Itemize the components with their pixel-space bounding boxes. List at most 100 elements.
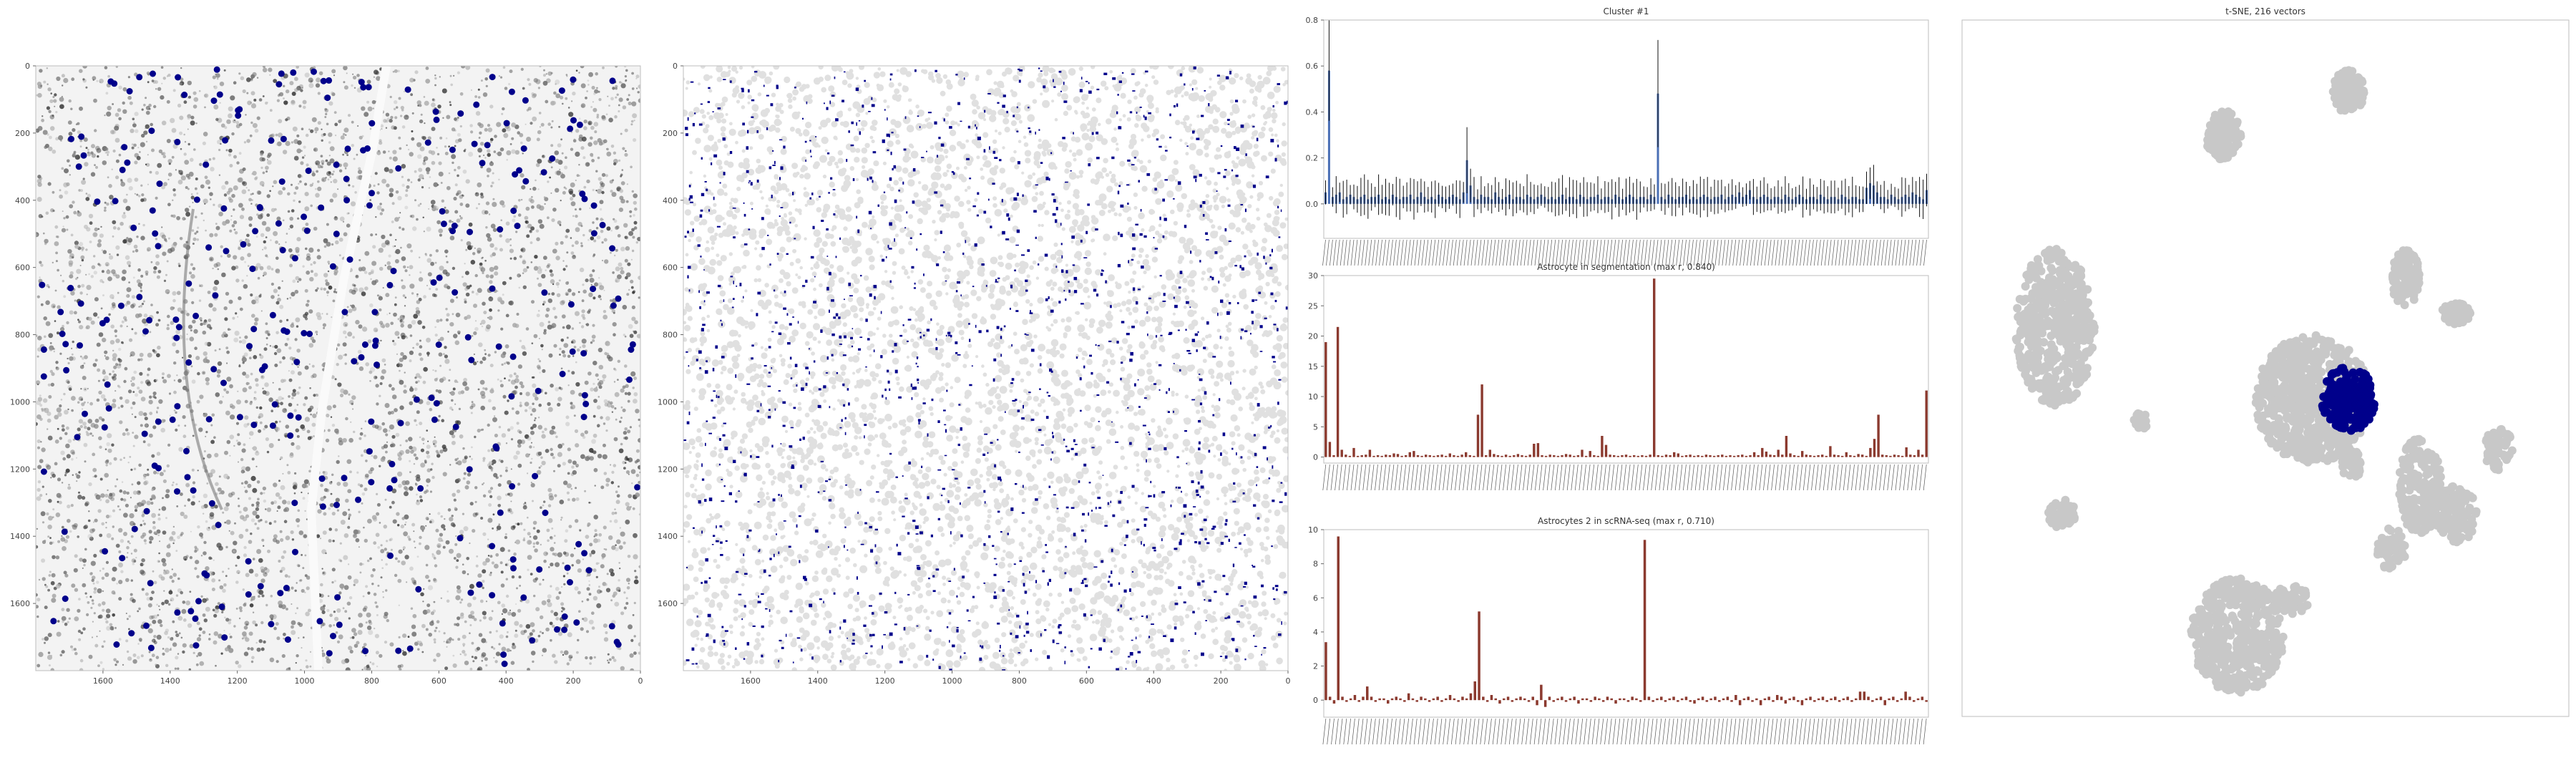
highlight-cell — [1130, 351, 1133, 356]
x-tick-label: 200 — [1214, 676, 1229, 686]
highlight-cell — [1201, 652, 1204, 656]
highlight-cell — [708, 432, 712, 434]
highlight-cell — [1023, 583, 1025, 587]
highlight-cell — [849, 295, 853, 297]
x-tick-label-glyph — [1413, 718, 1418, 745]
highlight-cell — [1129, 652, 1133, 656]
highlight-cell — [1042, 570, 1045, 573]
highlight-cell — [779, 215, 781, 218]
x-tick-label-glyph — [1598, 239, 1602, 266]
highlight-cell — [965, 240, 967, 243]
bar — [1900, 698, 1903, 701]
highlight-cell — [1178, 286, 1181, 289]
bar — [1400, 455, 1403, 457]
highlight-cell — [1265, 175, 1269, 179]
bar — [1606, 696, 1609, 701]
x-tick-label-glyph — [1727, 464, 1731, 491]
marker-point — [351, 358, 358, 365]
bar — [1821, 696, 1825, 701]
tsne-point — [2220, 127, 2228, 137]
tsne-point — [2225, 144, 2235, 153]
x-tick-label-glyph — [1456, 239, 1460, 266]
marker-point — [509, 353, 517, 360]
highlight-cell — [1023, 634, 1025, 637]
highlight-cell — [1191, 480, 1194, 483]
x-tick-label-glyph — [1571, 464, 1575, 491]
highlight-cell — [1239, 542, 1241, 545]
highlight-cell — [1136, 112, 1138, 114]
highlight-cell — [845, 484, 847, 486]
tsne-point — [2303, 457, 2313, 467]
marker-point — [541, 289, 548, 296]
highlight-cell — [1287, 100, 1288, 104]
highlight-cell — [1226, 119, 1230, 121]
highlight-cell — [935, 346, 938, 351]
highlight-cell — [916, 248, 918, 251]
tsne-point — [2416, 480, 2425, 488]
highlight-cell — [826, 256, 829, 257]
highlight-cell — [1217, 312, 1219, 316]
highlight-cell — [1195, 179, 1197, 183]
highlight-cell — [1063, 438, 1065, 441]
highlight-cell — [751, 344, 754, 347]
bar — [1357, 700, 1360, 702]
tsne-point — [2308, 399, 2317, 408]
x-tick-label-glyph — [1700, 239, 1704, 266]
marker-point — [508, 393, 515, 400]
x-tick-label-glyph — [1566, 464, 1571, 491]
highlight-cell — [889, 222, 892, 226]
x-tick-label-glyph — [1362, 464, 1367, 491]
x-tick-label-glyph — [1591, 718, 1596, 745]
x-tick-label-glyph — [1382, 464, 1387, 491]
highlight-cell — [1129, 618, 1132, 620]
highlight-cell — [1263, 647, 1267, 649]
marker-point — [609, 245, 616, 252]
highlight-cell — [733, 460, 736, 463]
x-tick-label-glyph — [1630, 239, 1634, 266]
highlight-cell — [1263, 256, 1265, 259]
highlight-cell — [1096, 88, 1100, 91]
bar — [1469, 693, 1473, 701]
highlight-cell — [1175, 487, 1177, 489]
x-tick-label-glyph — [1538, 718, 1542, 745]
highlight-cell — [705, 442, 706, 447]
highlight-cell — [963, 652, 966, 654]
x-tick-label-glyph — [1372, 239, 1376, 266]
highlight-cell — [741, 89, 744, 92]
marker-point — [75, 163, 82, 170]
bar — [1741, 454, 1744, 457]
x-tick-label-glyph — [1704, 239, 1708, 266]
highlight-cell — [1131, 326, 1135, 329]
highlight-cell — [1252, 299, 1254, 302]
tsne-point — [2349, 73, 2358, 82]
bar — [1515, 698, 1518, 701]
x-tick-label-glyph — [1336, 239, 1340, 266]
tsne-point — [2048, 266, 2057, 276]
bar — [1921, 696, 1924, 701]
marker-point — [358, 354, 365, 361]
bar — [1488, 449, 1491, 457]
highlight-cell — [723, 643, 726, 646]
x-tick-label-glyph — [1714, 464, 1719, 491]
highlight-cell — [1051, 451, 1054, 454]
marker-point — [415, 585, 422, 593]
highlight-cell — [693, 527, 695, 529]
highlight-cell — [792, 316, 794, 318]
bar — [1867, 696, 1870, 701]
tsne-point — [2024, 332, 2034, 341]
highlight-cell — [763, 569, 766, 573]
bar — [1905, 447, 1908, 457]
x-tick-label-glyph — [1915, 464, 1919, 491]
x-tick-label-glyph — [1499, 239, 1503, 266]
highlight-cell — [1148, 433, 1151, 436]
highlight-cell — [1008, 217, 1010, 221]
highlight-cell — [1048, 578, 1051, 583]
highlight-cell — [1153, 494, 1156, 498]
highlight-cell — [1082, 512, 1085, 516]
highlight-cell — [809, 603, 813, 608]
highlight-cell — [1016, 193, 1019, 196]
highlight-cell — [969, 339, 971, 342]
bar — [1519, 696, 1522, 701]
x-tick-label-glyph — [1845, 239, 1850, 266]
highlight-cell — [1229, 71, 1231, 74]
